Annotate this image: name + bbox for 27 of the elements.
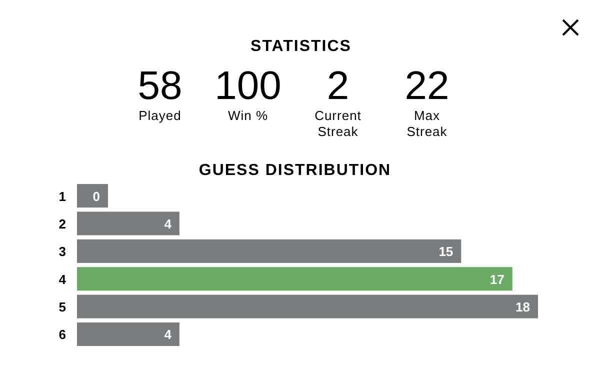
bar bbox=[77, 239, 462, 263]
y-tick-label: 1 bbox=[58, 188, 66, 204]
data-label: 22 bbox=[404, 64, 450, 108]
y-tick-label: 6 bbox=[58, 327, 66, 342]
chart-title: GUESS DISTRIBUTION bbox=[198, 162, 392, 179]
text: STATISTICS bbox=[250, 38, 352, 55]
bar bbox=[77, 212, 180, 236]
data-label: 4 bbox=[164, 327, 172, 342]
data-label: 100 bbox=[214, 64, 282, 108]
category-label: Max Streak bbox=[406, 108, 448, 139]
data-label: 4 bbox=[164, 216, 172, 232]
category-label: Win % bbox=[228, 108, 268, 123]
bar bbox=[77, 267, 512, 291]
data-label: 2 bbox=[326, 64, 350, 108]
data-label: 58 bbox=[138, 64, 182, 108]
y-tick-label: 5 bbox=[58, 300, 66, 315]
category-label: Played bbox=[138, 108, 182, 123]
data-label: 17 bbox=[490, 272, 504, 287]
y-tick-label: 3 bbox=[58, 244, 66, 260]
category-label: Current Streak bbox=[314, 108, 362, 139]
data-label: 18 bbox=[516, 300, 530, 315]
y-tick-label: 2 bbox=[58, 216, 66, 232]
bar bbox=[77, 294, 538, 318]
data-label: 0 bbox=[92, 188, 100, 204]
bar bbox=[77, 322, 180, 346]
data-label: 15 bbox=[438, 244, 454, 260]
y-tick-label: 4 bbox=[58, 272, 67, 287]
